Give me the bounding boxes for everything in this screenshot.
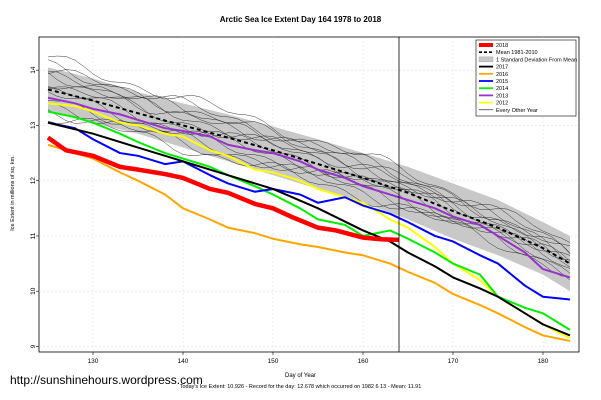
other-year-line xyxy=(47,86,571,261)
legend-label: 2012 xyxy=(496,101,508,107)
legend-label: 2018 xyxy=(496,43,508,49)
series-line-2012 xyxy=(47,102,571,340)
y-tick-label: 12 xyxy=(30,177,37,185)
legend-label: 2017 xyxy=(496,65,508,71)
other-year-line xyxy=(47,70,571,253)
y-tick-label: 11 xyxy=(30,232,37,239)
y-axis-label: Ice Extent in millions of sq. km. xyxy=(10,155,16,231)
watermark-url: http://sunshinehours.wordpress.com xyxy=(10,373,203,387)
other-year-line xyxy=(47,117,571,278)
series-line-2015 xyxy=(47,121,571,301)
x-tick-label: 130 xyxy=(88,358,99,365)
y-tick-label: 14 xyxy=(30,66,37,74)
other-year-line xyxy=(47,59,571,255)
legend-label: Mean 1981-2010 xyxy=(496,50,538,56)
legend-label: 2015 xyxy=(496,79,508,85)
x-tick-label: 170 xyxy=(448,358,459,365)
chart-title: Arctic Sea Ice Extent Day 164 1978 to 20… xyxy=(219,15,382,24)
y-tick-label: 13 xyxy=(30,121,37,129)
x-tick-label: 180 xyxy=(538,358,549,365)
x-tick-label: 140 xyxy=(178,358,189,365)
legend-label: 2013 xyxy=(496,93,508,99)
legend-swatch xyxy=(478,56,494,63)
series-line-2014 xyxy=(47,110,571,331)
series-line-2018 xyxy=(46,135,400,243)
x-axis-label: Day of Year xyxy=(284,373,317,379)
other-year-line xyxy=(47,72,571,264)
other-year-line xyxy=(47,100,571,269)
series-line-2016 xyxy=(47,143,571,342)
footer-stats: Today's Ice Extent: 10.926 - Record for … xyxy=(179,384,422,390)
other-year-line xyxy=(47,86,571,262)
y-tick-label: 9 xyxy=(30,344,37,348)
series-line-2013 xyxy=(47,96,571,279)
x-tick-label: 150 xyxy=(268,358,279,365)
legend-label: Every Other Year xyxy=(496,108,538,114)
other-year-line xyxy=(47,69,571,247)
legend-label: 2016 xyxy=(496,72,508,78)
x-tick-label: 160 xyxy=(358,358,369,365)
series-line-mean-1981-2010 xyxy=(47,88,571,265)
y-tick-label: 10 xyxy=(30,287,37,295)
legend-label: 2014 xyxy=(496,86,508,92)
legend-label: 1 Standard Deviation From Mean xyxy=(496,57,577,63)
